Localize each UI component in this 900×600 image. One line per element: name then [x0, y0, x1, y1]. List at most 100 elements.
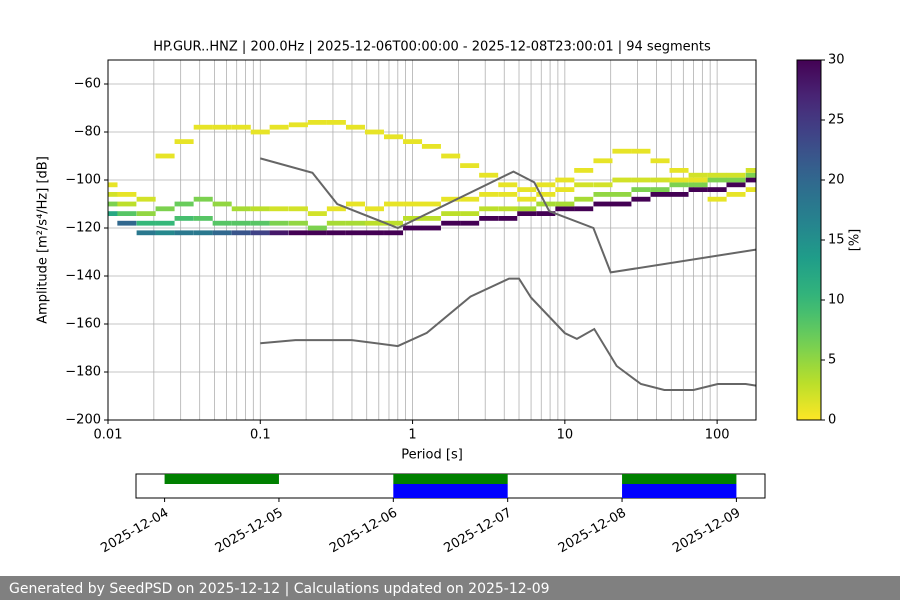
density-cell — [231, 230, 251, 236]
density-cell — [574, 168, 594, 173]
timeline-tick-label: 2025-12-08 — [556, 506, 629, 557]
density-cell — [460, 163, 480, 168]
density-cell — [650, 158, 670, 164]
density-cell — [288, 206, 308, 212]
density-cell — [384, 220, 404, 226]
density-cell — [193, 230, 213, 236]
density-cell — [593, 192, 613, 197]
density-cell — [612, 177, 632, 183]
density-cell — [593, 201, 613, 207]
density-cell — [136, 211, 156, 216]
density-cell — [231, 206, 251, 212]
density-cell — [574, 182, 594, 188]
timeline — [164, 474, 737, 498]
density-cell — [536, 182, 556, 188]
density-cell — [517, 187, 537, 192]
density-cell — [650, 177, 670, 183]
colorbar-tick-label: 30 — [828, 53, 845, 68]
noise-model-line — [260, 277, 756, 391]
noise-model-line — [260, 157, 756, 274]
density-cell — [460, 220, 480, 226]
density-cell — [612, 201, 632, 207]
density-cell — [612, 192, 632, 197]
density-cell — [155, 230, 175, 236]
density-cell — [441, 211, 461, 216]
density-cell — [726, 182, 746, 188]
y-tick-label: −180 — [65, 365, 101, 380]
density-cell — [650, 187, 670, 192]
timeline-bar — [393, 484, 508, 498]
density-cell — [403, 201, 423, 207]
colorbar-label: [%] — [848, 229, 863, 252]
density-cell — [250, 230, 270, 236]
plot-frame — [107, 59, 757, 421]
x-tick-label: 100 — [705, 428, 730, 443]
density-cell — [384, 134, 404, 140]
density-cell — [364, 230, 384, 236]
density-cell — [612, 148, 632, 154]
density-cell — [108, 211, 118, 216]
footer-text: Generated by SeedPSD on 2025-12-12 | Cal… — [9, 581, 550, 597]
density-cell — [269, 124, 289, 130]
density-cell — [688, 172, 708, 178]
density-cell — [108, 182, 118, 188]
density-cell — [174, 216, 194, 221]
timeline-tick-label: 2025-12-05 — [213, 506, 286, 557]
density-cell — [212, 124, 232, 130]
density-cell — [117, 192, 137, 197]
density-cell — [574, 196, 594, 202]
colorbar-tick-label: 20 — [828, 173, 845, 188]
density-cell — [117, 201, 137, 207]
density-cell — [669, 168, 689, 173]
density-cell — [688, 177, 708, 183]
y-tick-label: −100 — [65, 173, 101, 188]
density-cell — [384, 230, 404, 236]
density-cell — [555, 177, 575, 183]
density-cell — [631, 177, 651, 183]
timeline-tick-label: 2025-12-09 — [670, 506, 743, 557]
y-tick-label: −140 — [65, 269, 101, 284]
timeline-tick-label: 2025-12-06 — [327, 506, 400, 557]
density-cell — [745, 172, 756, 178]
density-cell — [688, 187, 708, 192]
density-cell — [108, 192, 118, 197]
density-cell — [517, 211, 537, 216]
density-cell — [174, 230, 194, 236]
density-cell — [384, 201, 404, 207]
density-cell — [250, 220, 270, 226]
timeline-tick-label: 2025-12-04 — [98, 506, 171, 557]
density-cell — [155, 220, 175, 226]
timeline-bar — [622, 474, 737, 484]
density-cell — [536, 192, 556, 197]
plot-area — [108, 60, 756, 420]
density-cell — [707, 187, 727, 192]
density-cell — [212, 201, 232, 207]
density-cell — [174, 201, 194, 207]
density-cell — [345, 220, 366, 226]
density-cell — [669, 177, 689, 183]
density-cell — [421, 216, 441, 221]
timeline-bar — [622, 484, 737, 498]
density-cell — [326, 230, 346, 236]
colorbar-tick-label: 0 — [828, 413, 836, 428]
density-cell — [250, 206, 270, 212]
density-cell — [688, 182, 708, 188]
density-cell — [536, 211, 556, 216]
density-cell — [669, 192, 689, 197]
density-cell — [745, 187, 756, 192]
density-cell — [631, 148, 651, 154]
y-axis-label: Amplitude [m²/s⁴/Hz] [dB] — [36, 156, 51, 324]
y-tick-label: −60 — [74, 77, 101, 92]
density-cell — [403, 216, 423, 221]
density-cell — [555, 187, 575, 192]
density-cell — [174, 139, 194, 144]
density-cell — [479, 206, 499, 212]
x-tick-label: 1 — [408, 428, 416, 443]
density-cell — [498, 182, 518, 188]
density-cell — [726, 172, 746, 178]
colorbar-tick-label: 15 — [828, 233, 845, 248]
density-cell — [269, 206, 289, 212]
density-cell — [307, 120, 327, 125]
density-cell — [574, 206, 594, 212]
density-cell — [707, 172, 727, 178]
